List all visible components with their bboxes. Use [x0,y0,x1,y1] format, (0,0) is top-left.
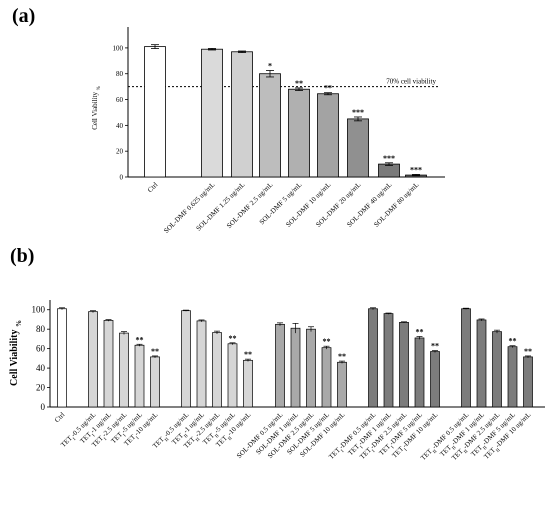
significance-mark-b: ** [151,347,159,356]
bar-b [321,347,332,408]
y-tick-label-a: 40 [116,122,124,130]
y-tick-label-b: 60 [36,344,46,354]
bar-b [103,320,114,408]
y-tick-label-a: 80 [116,70,124,78]
significance-mark-b: ** [323,337,331,346]
bar-b [368,308,378,408]
bar-b [414,337,425,408]
significance-mark-b: ** [416,327,424,336]
bar-b [306,328,316,408]
significance-mark-a: * [268,62,272,71]
y-tick-label-a: 60 [116,96,124,104]
bar-b [399,322,409,408]
y-tick-label-a: 20 [116,148,124,156]
significance-mark-b: ** [509,337,517,346]
y-axis-label-a: Cell Viability % [91,86,102,130]
bar-a [259,73,281,178]
bar-b [57,308,67,408]
bar-b [150,356,160,408]
y-tick-label-b: 100 [32,305,46,315]
bar-b [523,356,533,408]
bar-b [88,311,98,408]
y-tick-label-b: 80 [36,324,46,334]
y-axis-label-b: Cell Viability % [9,320,23,386]
x-tick-label-a: SOL-DMF 0.625 ug/mL [162,181,216,235]
significance-mark-b: ** [244,350,252,359]
bar-b [134,344,145,408]
bar-a [347,118,369,178]
bar-b [227,343,238,408]
bar-b [196,320,207,408]
bar-b [430,351,440,408]
bar-b [119,332,129,408]
bar-a [231,51,253,178]
significance-mark-a: ** [324,84,332,93]
bar-a [288,88,310,178]
bar-a [378,163,400,178]
y-tick-label-a: 100 [113,44,124,52]
significance-mark-a: ** [295,79,303,88]
bar-a [201,48,223,178]
significance-mark-b: ** [338,352,346,361]
bar-b [181,310,191,408]
bar-b [383,313,394,408]
significance-mark-a: *** [352,108,364,117]
significance-mark-a: *** [410,165,422,174]
y-tick-label-a: 0 [120,174,124,182]
bar-b [212,332,222,408]
bar-b [476,319,487,408]
x-tick-label-b: Ctrl [53,411,66,424]
panel-label-a: (a) [12,5,35,27]
bar-b [461,308,471,408]
reference-line-label: 70% cell viability [386,78,436,86]
bar-b [275,323,285,408]
significance-mark-b: ** [136,335,144,344]
significance-mark-b: ** [524,347,532,356]
y-tick-label-b: 0 [41,402,46,412]
bar-b [492,331,502,408]
significance-mark-b: ** [229,334,237,343]
bar-b [290,327,301,408]
x-tick-label-a: Ctrl [146,181,159,194]
y-tick-label-b: 20 [36,383,46,393]
significance-mark-a: *** [383,154,395,163]
panel-label-b: (b) [10,245,34,267]
bar-a [317,93,339,178]
significance-mark-b: ** [431,342,439,351]
panel-b: (b) 0 20 40 60 80 100 ** ** ** ** ** ** ** ** ** ** [10,245,545,412]
bar-b [337,361,347,408]
y-tick-label-b: 40 [36,363,46,373]
bar-b [243,359,253,408]
bar-b [507,346,518,408]
bar-a [144,46,166,178]
